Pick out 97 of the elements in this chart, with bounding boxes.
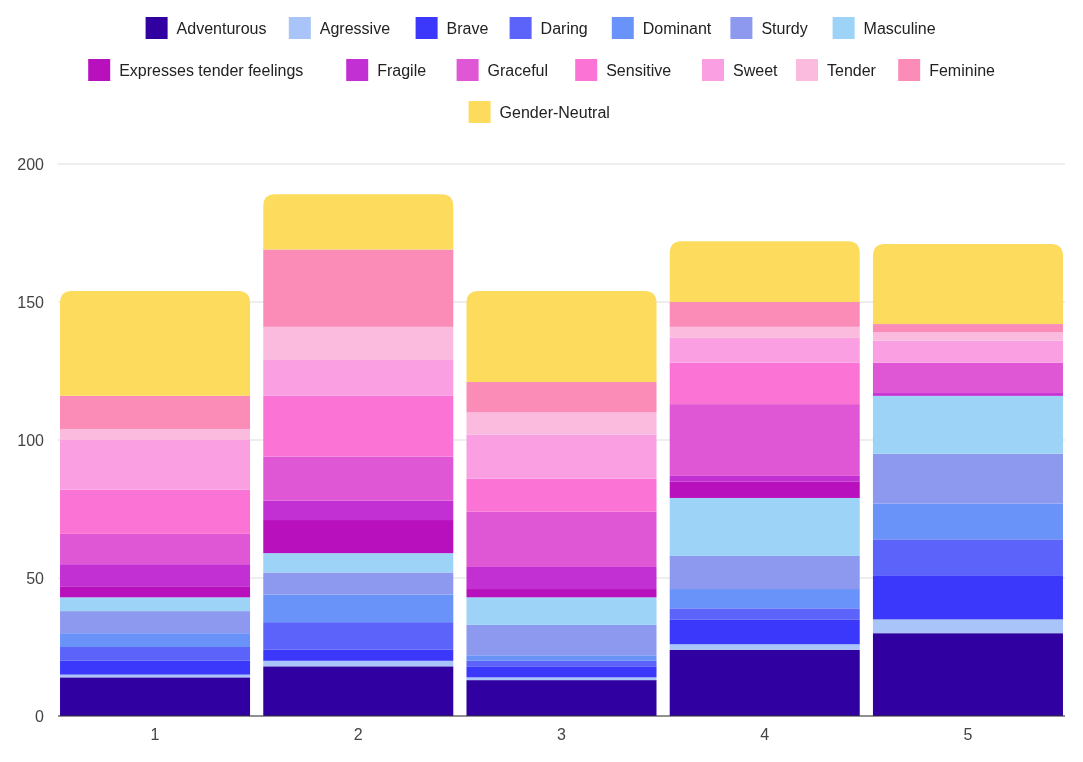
bar xyxy=(466,666,657,678)
bar xyxy=(263,660,454,667)
legend-label: Graceful xyxy=(487,61,549,79)
bar xyxy=(60,660,251,675)
bar xyxy=(669,589,860,609)
bar xyxy=(263,456,454,501)
legend-label: Feminine xyxy=(929,61,996,79)
x-tick-label: 4 xyxy=(760,726,770,743)
bar xyxy=(466,478,657,512)
bar xyxy=(60,290,251,396)
bar xyxy=(466,677,657,681)
bar xyxy=(669,619,860,645)
bar xyxy=(263,395,454,457)
bar xyxy=(872,362,1063,394)
bar xyxy=(872,539,1063,576)
bar xyxy=(669,362,860,405)
legend-label: Daring xyxy=(540,19,588,37)
bar xyxy=(263,500,454,521)
bar xyxy=(60,489,251,534)
x-tick-label: 3 xyxy=(557,726,567,743)
bar xyxy=(669,555,860,590)
bar xyxy=(263,359,454,396)
bar xyxy=(669,475,860,482)
bar xyxy=(872,619,1063,634)
y-tick-label: 50 xyxy=(26,569,45,587)
bar xyxy=(669,241,860,302)
bar xyxy=(60,533,251,565)
bar xyxy=(466,434,657,479)
bar xyxy=(669,404,860,476)
bar xyxy=(872,503,1063,540)
bar xyxy=(872,324,1063,333)
bar xyxy=(263,520,454,554)
bar xyxy=(872,395,1063,454)
x-tick-label: 5 xyxy=(963,726,973,743)
bar xyxy=(263,249,454,327)
bar xyxy=(60,586,251,598)
legend-label: Sensitive xyxy=(606,61,672,79)
bar xyxy=(60,428,251,440)
bar xyxy=(872,633,1063,716)
legend-label: Agressive xyxy=(319,19,391,37)
bar xyxy=(60,647,251,661)
legend-label: Sturdy xyxy=(761,19,808,37)
bar xyxy=(872,575,1063,620)
legend-label: Masculine xyxy=(863,19,936,37)
bar xyxy=(669,326,860,338)
bar xyxy=(263,622,454,650)
bar xyxy=(466,412,657,435)
y-tick-label: 100 xyxy=(17,431,45,449)
bar xyxy=(872,393,1063,396)
y-tick-label: 200 xyxy=(17,155,45,173)
bar xyxy=(60,440,251,490)
legend-label: Fragile xyxy=(377,61,427,79)
bar xyxy=(263,572,454,595)
bar xyxy=(669,302,860,327)
legend-label: Gender-Neutral xyxy=(499,103,610,121)
bar xyxy=(669,649,860,716)
legend-label: Dominant xyxy=(642,19,712,37)
bar xyxy=(669,337,860,363)
bar xyxy=(466,680,657,716)
bar xyxy=(466,290,657,383)
bar xyxy=(466,624,657,656)
bar xyxy=(60,611,251,634)
bar xyxy=(669,497,860,556)
bar xyxy=(669,644,860,650)
bar xyxy=(466,660,657,667)
bar xyxy=(872,332,1063,341)
bar xyxy=(60,677,251,716)
bar xyxy=(466,382,657,413)
bar xyxy=(466,511,657,567)
bar xyxy=(466,566,657,590)
x-tick-label: 1 xyxy=(150,726,160,743)
bar xyxy=(466,597,657,625)
bar xyxy=(466,589,657,598)
bar xyxy=(872,340,1063,363)
bar xyxy=(263,194,454,250)
legend-label: Tender xyxy=(827,61,877,79)
bar xyxy=(669,481,860,498)
bar xyxy=(263,666,454,716)
bar xyxy=(60,564,251,587)
y-tick-label: 0 xyxy=(35,707,45,725)
bar xyxy=(872,244,1063,325)
bar xyxy=(263,594,454,623)
bar xyxy=(60,597,251,612)
y-tick-label: 150 xyxy=(17,293,45,311)
bar xyxy=(872,453,1063,504)
bar xyxy=(466,655,657,661)
bar xyxy=(669,608,860,620)
bar xyxy=(263,649,454,661)
x-tick-label: 2 xyxy=(353,726,363,743)
bar xyxy=(263,553,454,573)
bar xyxy=(60,395,251,429)
legend-label: Adventurous xyxy=(176,19,267,37)
legend-label: Sweet xyxy=(733,61,779,79)
bar xyxy=(263,326,454,360)
bar xyxy=(60,633,251,647)
legend-label: Brave xyxy=(446,19,489,37)
legend-label: Expresses tender feelings xyxy=(119,61,304,79)
